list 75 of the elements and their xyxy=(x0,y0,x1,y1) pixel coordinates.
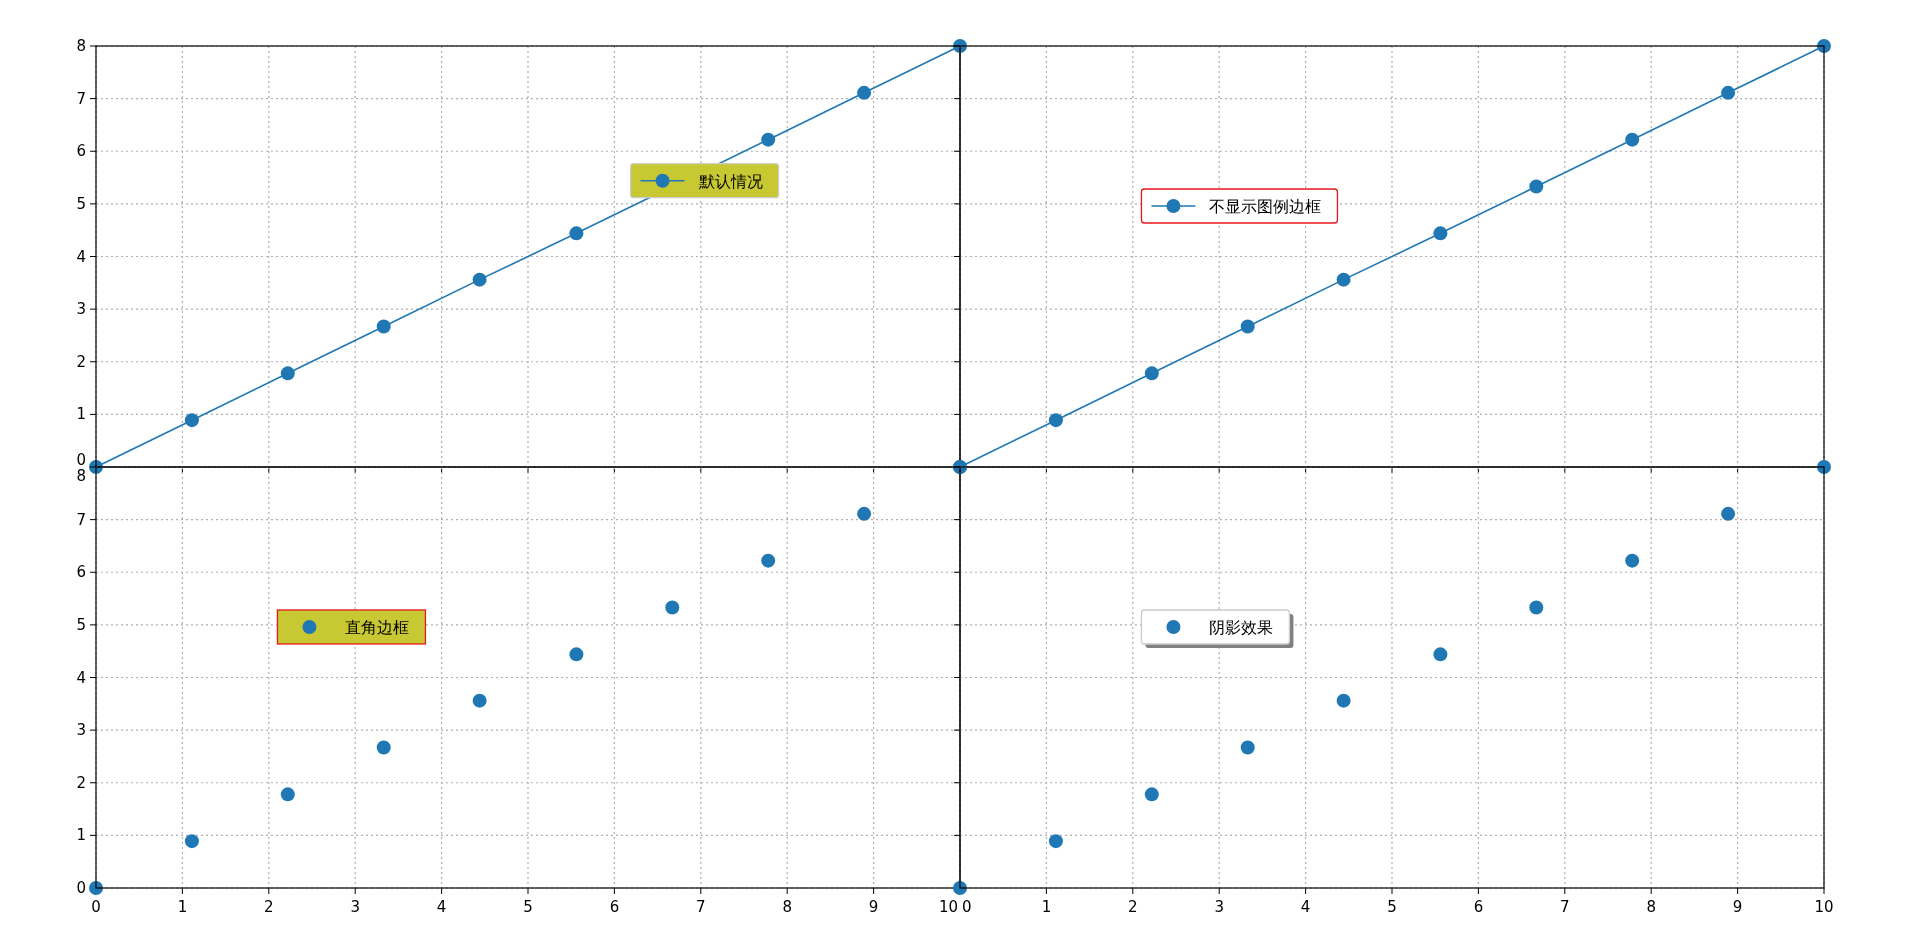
point xyxy=(1336,693,1351,708)
point xyxy=(1240,740,1255,755)
y-tick-label: 7 xyxy=(76,510,86,529)
x-tick-label: 2 xyxy=(1128,898,1138,916)
y-tick-label: 6 xyxy=(76,142,86,161)
point xyxy=(569,647,584,662)
x-tick-label: 5 xyxy=(523,898,533,916)
point xyxy=(1721,85,1736,100)
point xyxy=(1529,179,1544,194)
point xyxy=(1240,319,1255,334)
y-tick-label: 1 xyxy=(76,826,86,845)
x-tick-label: 3 xyxy=(350,898,360,916)
legend-label: 不显示图例边框 xyxy=(1209,196,1322,216)
point xyxy=(857,85,872,100)
x-tick-label: 0 xyxy=(91,898,101,916)
x-tick-label: 10 xyxy=(1814,898,1834,916)
y-tick-label: 5 xyxy=(76,615,86,634)
point xyxy=(1048,413,1063,428)
x-tick-label: 0 xyxy=(962,898,972,916)
point xyxy=(1433,226,1448,241)
y-tick-label: 2 xyxy=(76,352,86,371)
point xyxy=(472,693,487,708)
x-tick-label: 7 xyxy=(1560,898,1570,916)
point xyxy=(1625,553,1640,568)
x-tick-label: 2 xyxy=(264,898,274,916)
y-tick-label: 8 xyxy=(76,37,86,55)
x-tick-label: 9 xyxy=(868,898,879,916)
y-tick-label: 1 xyxy=(76,405,86,424)
y-tick-label: 0 xyxy=(76,879,86,897)
point xyxy=(184,834,199,849)
point xyxy=(1144,787,1159,802)
point xyxy=(1433,647,1448,662)
x-tick-label: 6 xyxy=(1473,898,1484,916)
point xyxy=(280,366,295,381)
point xyxy=(665,600,680,615)
x-tick-label: 8 xyxy=(1646,898,1656,916)
point xyxy=(1144,366,1159,381)
x-tick-label: 4 xyxy=(436,898,447,916)
point xyxy=(472,272,487,287)
x-tick-label: 6 xyxy=(609,898,620,916)
point xyxy=(280,787,295,802)
y-tick-label: 8 xyxy=(76,467,86,485)
point xyxy=(761,132,776,147)
x-tick-label: 1 xyxy=(1041,898,1052,916)
point xyxy=(761,553,776,568)
y-tick-label: 0 xyxy=(76,451,86,469)
point xyxy=(184,413,199,428)
x-tick-label: 7 xyxy=(696,898,706,916)
point xyxy=(1048,834,1063,849)
y-tick-label: 4 xyxy=(76,247,86,266)
point xyxy=(1721,506,1736,521)
y-tick-label: 3 xyxy=(76,721,86,740)
legend-label: 阴影效果 xyxy=(1209,617,1274,637)
x-tick-label: 5 xyxy=(1387,898,1397,916)
y-tick-label: 5 xyxy=(76,194,86,213)
point xyxy=(857,506,872,521)
point xyxy=(569,226,584,241)
y-tick-label: 7 xyxy=(76,89,86,108)
point xyxy=(376,319,391,334)
x-tick-label: 8 xyxy=(782,898,792,916)
y-tick-label: 6 xyxy=(76,563,86,582)
x-tick-label: 1 xyxy=(177,898,188,916)
x-tick-label: 3 xyxy=(1214,898,1224,916)
legend-label: 默认情况 xyxy=(697,171,763,191)
y-tick-label: 2 xyxy=(76,773,86,792)
x-tick-label: 4 xyxy=(1300,898,1311,916)
legend-label: 直角边框 xyxy=(345,617,410,637)
point xyxy=(1529,600,1544,615)
point xyxy=(376,740,391,755)
point xyxy=(1336,272,1351,287)
y-tick-label: 3 xyxy=(76,300,86,319)
x-tick-label: 10 xyxy=(938,898,958,916)
x-tick-label: 9 xyxy=(1732,898,1743,916)
y-tick-label: 4 xyxy=(76,668,86,687)
point xyxy=(1625,132,1640,147)
